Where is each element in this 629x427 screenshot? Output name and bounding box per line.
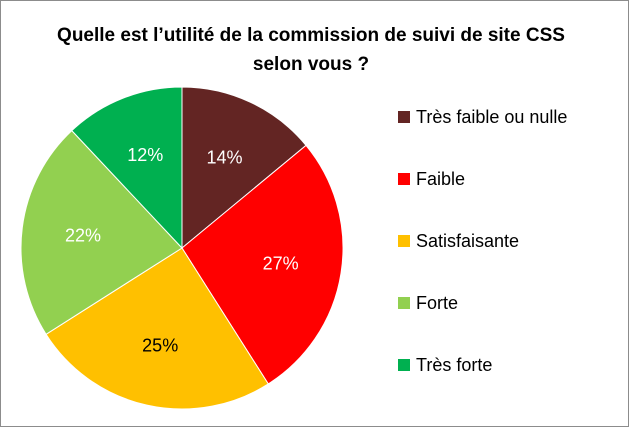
pie-slice (20, 129, 183, 335)
slice-data-label: 22% (65, 226, 101, 246)
pie-slice (45, 247, 269, 410)
pie-slice (181, 144, 344, 385)
legend-swatch (398, 359, 410, 371)
slice-data-label: 14% (206, 148, 242, 168)
legend-swatch (398, 235, 410, 247)
legend-swatch (398, 111, 410, 123)
legend-label: Faible (416, 169, 465, 189)
legend-label: Très faible ou nulle (416, 107, 567, 127)
chart-title: Quelle est l’utilité de la commission de… (57, 25, 565, 75)
legend-swatch (398, 173, 410, 185)
slice-data-label: 27% (263, 254, 299, 274)
legend-label: Forte (416, 293, 458, 313)
pie-slice (181, 86, 307, 250)
legend-swatch (398, 297, 410, 309)
pie-slice (71, 86, 183, 250)
slice-data-label: 25% (142, 335, 178, 355)
slice-data-label: 12% (127, 145, 163, 165)
legend-label: Satisfaisante (416, 231, 519, 251)
legend-label: Très forte (416, 355, 492, 375)
